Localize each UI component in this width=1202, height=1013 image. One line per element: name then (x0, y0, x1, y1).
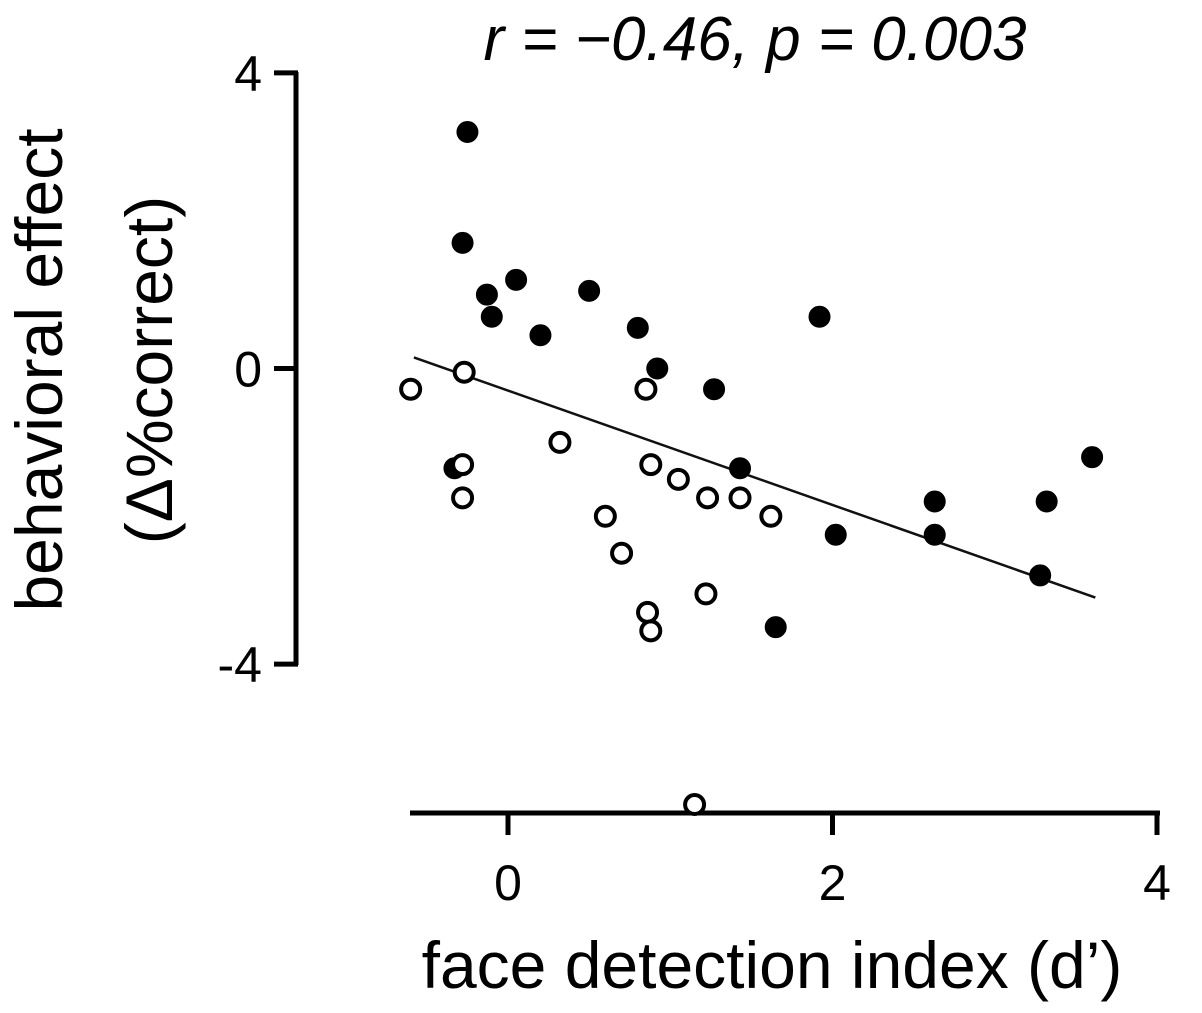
filled-data-point (1081, 446, 1104, 469)
open-data-point (636, 600, 660, 624)
regression-line (413, 356, 1096, 599)
open-data-point (451, 453, 475, 477)
x-axis-label: face detection index (d’) (422, 928, 1123, 1002)
open-data-point (639, 619, 663, 643)
open-data-point (728, 486, 752, 510)
filled-data-point (475, 283, 498, 306)
open-data-point (610, 541, 634, 565)
filled-data-point (923, 523, 946, 546)
filled-data-point (824, 523, 847, 546)
filled-data-point (646, 357, 669, 380)
open-data-point (639, 453, 663, 477)
filled-data-point (808, 305, 831, 328)
open-data-point (759, 504, 783, 528)
open-data-point (452, 360, 476, 384)
y-tick-label: 0 (234, 342, 262, 398)
filled-data-point (764, 616, 787, 639)
y-axis-label: behavioral effect (Δ%correct) (2, 128, 186, 611)
filled-data-point (578, 279, 601, 302)
open-data-point (666, 467, 690, 491)
filled-data-point (1029, 564, 1052, 587)
x-axis-ticks: 0 2 4 (494, 811, 1171, 911)
open-data-point (696, 486, 720, 510)
filled-data-point (626, 316, 649, 339)
y-axis-label-line1: behavioral effect (2, 128, 76, 611)
filled-data-point (729, 457, 752, 480)
open-data-point (634, 377, 658, 401)
open-data-point (548, 430, 572, 454)
open-data-point (694, 582, 718, 606)
x-tick-label: 2 (819, 855, 847, 911)
filled-data-point (451, 231, 474, 254)
open-data-point (451, 486, 475, 510)
open-data-point (593, 504, 617, 528)
filled-data-point (480, 305, 503, 328)
filled-data-point (923, 490, 946, 513)
y-tick-label: 4 (234, 46, 262, 102)
y-axis-ticks: 4 0 -4 (218, 46, 298, 693)
trendline-group (413, 356, 1096, 599)
chart-title: r = −0.46, p = 0.003 (484, 5, 1027, 74)
data-points (399, 121, 1104, 817)
filled-data-point (529, 324, 552, 347)
filled-data-point (456, 121, 479, 144)
filled-data-point (703, 378, 726, 401)
filled-data-point (505, 268, 528, 291)
open-data-point (399, 377, 423, 401)
filled-data-point (1035, 490, 1058, 513)
x-tick-label: 4 (1143, 855, 1171, 911)
x-tick-label: 0 (494, 855, 522, 911)
y-tick-label: -4 (218, 637, 262, 693)
y-axis-label-line2: (Δ%correct) (112, 196, 186, 544)
open-data-point (683, 793, 707, 817)
